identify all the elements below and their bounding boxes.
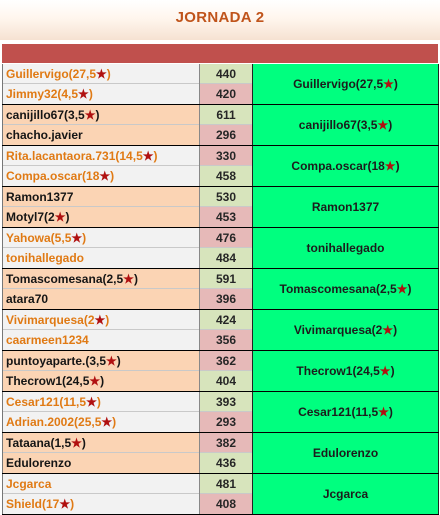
player-1-score: 530 — [200, 187, 252, 207]
page-title: JORNADA 2 — [175, 8, 265, 26]
player-2-name: atara70 — [3, 289, 199, 309]
player-1-name: Cesar121(11,5 ★) — [3, 392, 199, 412]
match-winner: Vivimarquesa(2 ★) — [253, 310, 439, 350]
match-winner: tonihallegado — [253, 228, 439, 268]
player-1-score: 362 — [200, 351, 252, 371]
player-2-name: chacho.javier — [3, 125, 199, 145]
player-2-score: 396 — [200, 289, 252, 309]
player-2-name: Adrian.2002(25,5 ★) — [3, 412, 199, 432]
match-winner: Edulorenzo — [253, 433, 439, 473]
match-row: canijillo67(3,5 ★) chacho.javier 611 296 … — [2, 105, 439, 146]
match-row: Vivimarquesa(2 ★) caarmeen1234 424 356 Vi… — [2, 310, 439, 351]
match-row: Rita.lacantaora.731(14,5 ★) Compa.oscar(1… — [2, 146, 439, 187]
match-winner: Ramon1377 — [253, 187, 439, 227]
match-row: Tomascomesana(2,5 ★) atara70 591 396 Toma… — [2, 269, 439, 310]
match-row: Cesar121(11,5 ★) Adrian.2002(25,5 ★) 393 2… — [2, 392, 439, 433]
player-1-name: Yahowa(5,5 ★) — [3, 228, 199, 248]
player-2-name: caarmeen1234 — [3, 330, 199, 350]
player-1-name: Ramon1377 — [3, 187, 199, 207]
player-1-name: Tomascomesana(2,5 ★) — [3, 269, 199, 289]
player-1-score: 393 — [200, 392, 252, 412]
player-1-name: Rita.lacantaora.731(14,5 ★) — [3, 146, 199, 166]
player-2-score: 408 — [200, 494, 252, 514]
player-2-name: Shield(17 ★) — [3, 494, 199, 514]
player-1-name: canijillo67(3,5 ★) — [3, 105, 199, 125]
player-1-score: 424 — [200, 310, 252, 330]
player-1-score: 481 — [200, 474, 252, 494]
match-winner: canijillo67(3,5 ★) — [253, 105, 439, 145]
match-winner: Tomascomesana(2,5 ★) — [253, 269, 439, 309]
player-2-score: 293 — [200, 412, 252, 432]
match-winner: Jcgarca — [253, 474, 439, 514]
player-2-score: 458 — [200, 166, 252, 186]
player-2-score: 356 — [200, 330, 252, 350]
player-1-score: 440 — [200, 64, 252, 84]
header: JORNADA 2 — [0, 0, 440, 40]
match-row: Yahowa(5,5 ★) tonihallegado 476 484 tonih… — [2, 228, 439, 269]
player-2-name: tonihallegado — [3, 248, 199, 268]
header-band — [2, 44, 438, 63]
results-table: Guillervigo(27,5 ★) Jimmy32(4,5 ★) 440 420… — [2, 64, 439, 515]
player-2-name: Compa.oscar(18 ★) — [3, 166, 199, 186]
player-1-name: Jcgarca — [3, 474, 199, 494]
player-1-name: Vivimarquesa(2 ★) — [3, 310, 199, 330]
player-2-score: 420 — [200, 84, 252, 104]
player-2-name: Edulorenzo — [3, 453, 199, 473]
player-1-score: 611 — [200, 105, 252, 125]
player-1-score: 330 — [200, 146, 252, 166]
match-row: Guillervigo(27,5 ★) Jimmy32(4,5 ★) 440 420… — [2, 64, 439, 105]
match-row: Ramon1377 Motyl7(2 ★) 530 453 Ramon1377 — [2, 187, 439, 228]
player-2-score: 404 — [200, 371, 252, 391]
player-1-name: Guillervigo(27,5 ★) — [3, 64, 199, 84]
player-1-name: Tataana(1,5 ★) — [3, 433, 199, 453]
match-row: Tataana(1,5 ★) Edulorenzo 382 436 Edulore… — [2, 433, 439, 474]
match-row: puntoyaparte.(3,5 ★) Thecrow1(24,5 ★) 362 … — [2, 351, 439, 392]
match-row: Jcgarca Shield(17 ★) 481 408 Jcgarca — [2, 474, 439, 515]
match-winner: Compa.oscar(18 ★) — [253, 146, 439, 186]
player-2-score: 484 — [200, 248, 252, 268]
match-winner: Thecrow1(24,5 ★) — [253, 351, 439, 391]
player-2-name: Jimmy32(4,5 ★) — [3, 84, 199, 104]
player-1-score: 476 — [200, 228, 252, 248]
player-1-score: 591 — [200, 269, 252, 289]
player-2-name: Motyl7(2 ★) — [3, 207, 199, 227]
player-2-score: 453 — [200, 207, 252, 227]
player-2-score: 296 — [200, 125, 252, 145]
match-winner: Cesar121(11,5 ★) — [253, 392, 439, 432]
player-1-name: puntoyaparte.(3,5 ★) — [3, 351, 199, 371]
player-2-name: Thecrow1(24,5 ★) — [3, 371, 199, 391]
player-1-score: 382 — [200, 433, 252, 453]
match-winner: Guillervigo(27,5 ★) — [253, 64, 439, 104]
player-2-score: 436 — [200, 453, 252, 473]
